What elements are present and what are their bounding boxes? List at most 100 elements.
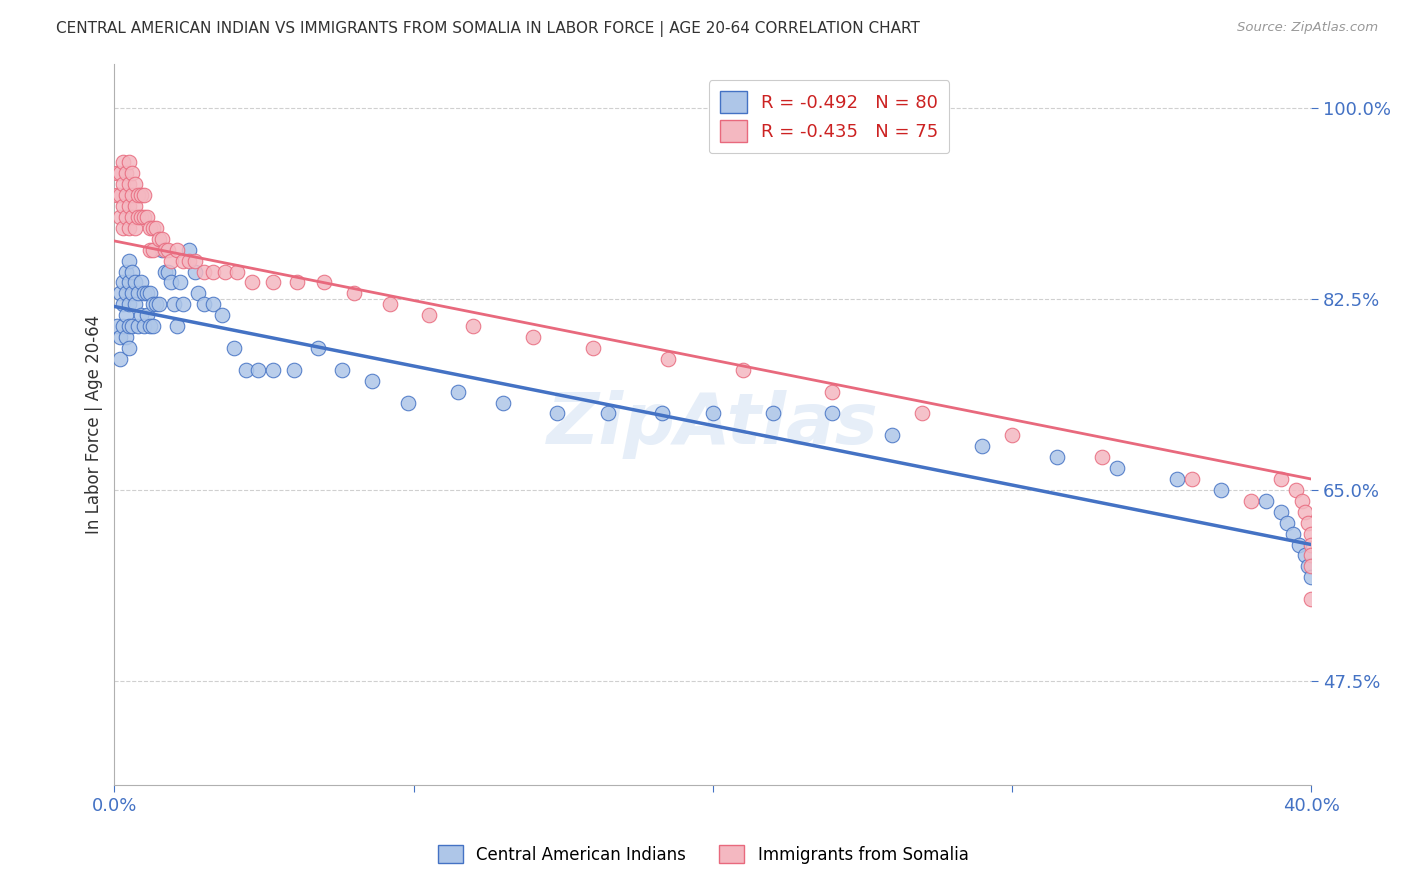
Point [1256,493,1278,508]
Point [124,297,146,311]
Point [118,177,141,191]
Point [179,253,201,268]
Point [1301,526,1323,541]
Point [110,351,132,366]
Point [184,264,207,278]
Point [118,297,141,311]
Point [134,286,156,301]
Point [124,220,146,235]
Point [166,243,188,257]
Point [214,264,236,278]
Point [139,319,162,334]
Point [107,166,129,180]
Point [396,395,419,409]
Point [187,286,209,301]
Point [115,188,138,202]
Point [127,319,149,334]
Point [193,297,215,311]
Point [136,308,159,322]
Legend: Central American Indians, Immigrants from Somalia: Central American Indians, Immigrants fro… [432,838,974,871]
Point [155,264,177,278]
Point [115,308,138,322]
Point [1282,526,1305,541]
Point [115,330,138,344]
Point [118,276,141,290]
Point [226,264,249,278]
Point [330,363,353,377]
Point [118,341,141,355]
Point [283,363,305,377]
Point [1091,450,1114,465]
Point [172,253,194,268]
Point [115,286,138,301]
Point [110,286,132,301]
Point [202,297,225,311]
Point [131,210,153,224]
Point [124,177,146,191]
Point [1046,450,1069,465]
Point [150,243,173,257]
Point [155,243,177,257]
Point [1180,472,1202,486]
Point [169,276,191,290]
Point [247,363,270,377]
Point [121,166,143,180]
Point [107,188,129,202]
Point [139,286,162,301]
Point [160,276,183,290]
Point [110,210,132,224]
Text: Source: ZipAtlas.com: Source: ZipAtlas.com [1237,21,1378,34]
Point [142,319,165,334]
Point [115,264,138,278]
Point [1288,537,1310,551]
Point [134,319,156,334]
Point [112,220,135,235]
Point [127,188,149,202]
Point [582,341,605,355]
Point [112,276,135,290]
Text: ZipAtlas: ZipAtlas [547,390,879,458]
Point [492,395,515,409]
Point [262,363,284,377]
Point [148,232,170,246]
Point [112,199,135,213]
Point [1166,472,1188,486]
Point [145,220,167,235]
Point [1301,549,1323,563]
Point [121,264,143,278]
Point [447,384,470,399]
Point [142,297,165,311]
Point [184,253,207,268]
Point [127,210,149,224]
Point [110,330,132,344]
Point [762,407,785,421]
Point [1211,483,1233,497]
Point [1294,505,1316,519]
Point [131,188,153,202]
Point [112,319,135,334]
Point [193,264,215,278]
Point [1301,570,1323,584]
Point [118,199,141,213]
Point [112,297,135,311]
Point [118,220,141,235]
Point [118,253,141,268]
Point [1105,461,1128,475]
Point [124,199,146,213]
Point [312,276,335,290]
Point [134,188,156,202]
Point [139,243,162,257]
Point [115,210,138,224]
Point [731,363,754,377]
Point [546,407,568,421]
Point [222,341,245,355]
Point [139,220,162,235]
Point [651,407,673,421]
Point [1270,472,1292,486]
Legend: R = -0.492   N = 80, R = -0.435   N = 75: R = -0.492 N = 80, R = -0.435 N = 75 [709,80,949,153]
Point [418,308,440,322]
Point [1240,493,1263,508]
Point [285,276,308,290]
Point [463,319,485,334]
Point [360,374,382,388]
